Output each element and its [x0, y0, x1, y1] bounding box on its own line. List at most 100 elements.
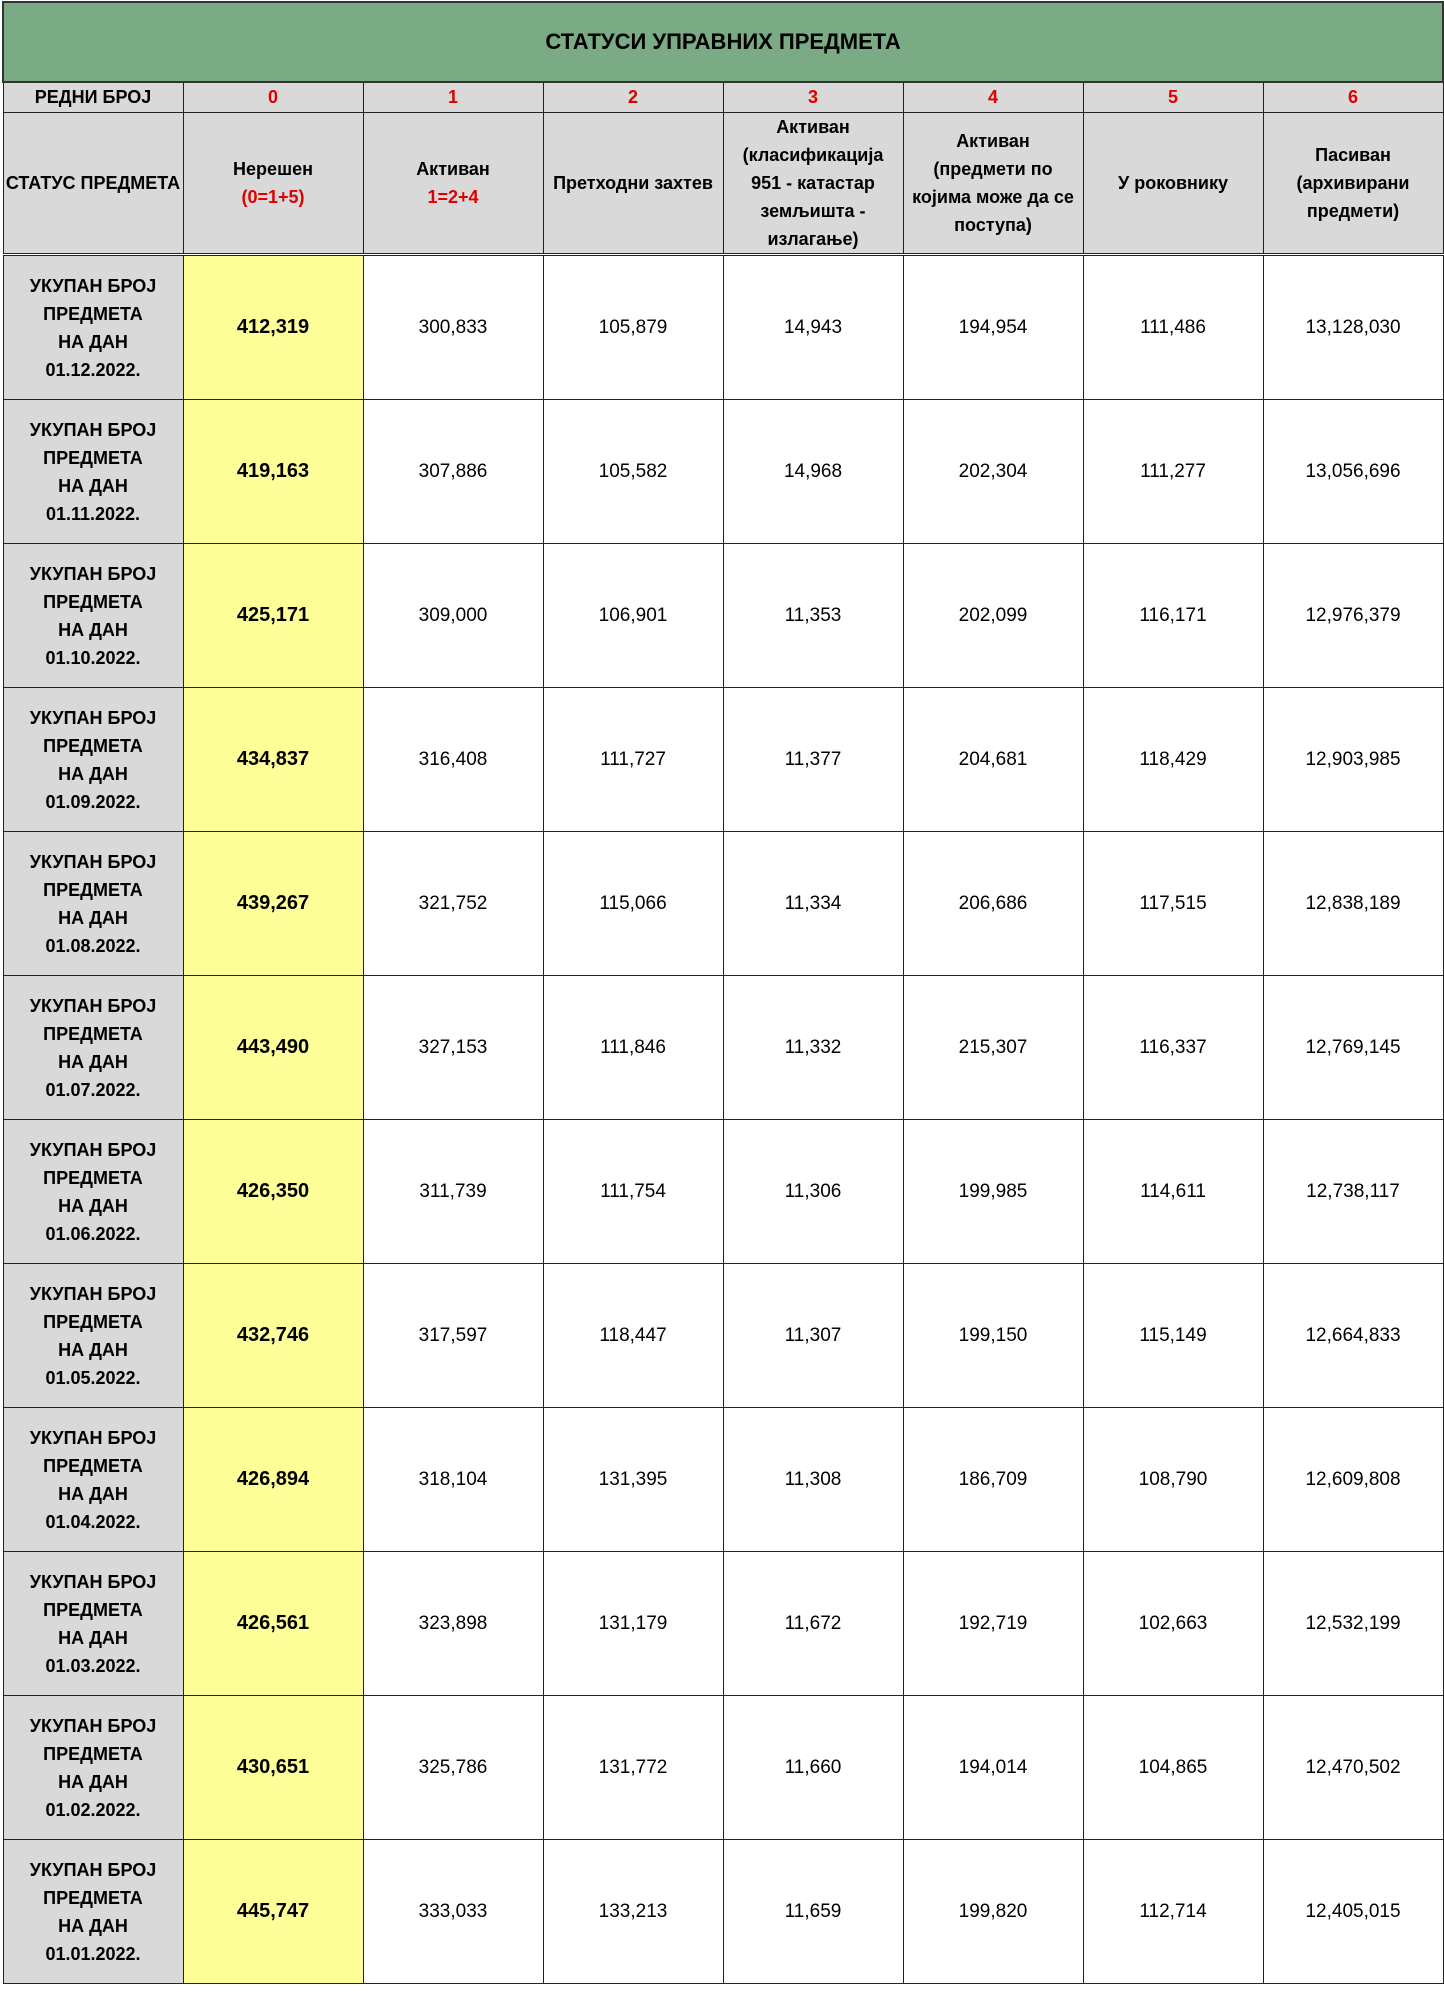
table-cell: 204,681: [902, 687, 1084, 832]
column-header: Активан (класификација 951 - катастар земљи…: [722, 112, 904, 256]
row-label-line: ПРЕДМЕТА: [43, 1311, 143, 1332]
table-cell: 131,772: [542, 1695, 724, 1840]
row-date: 01.01.2022.: [45, 1943, 141, 1964]
unresolved-count-cell: 439,267: [182, 831, 364, 976]
table-cell: 11,672: [722, 1551, 904, 1696]
table-cell: 321,752: [362, 831, 544, 976]
row-label-line: УКУПАН БРОЈ: [29, 851, 157, 872]
row-label-line: НА ДАН: [58, 1195, 128, 1216]
table-cell: 108,790: [1082, 1407, 1264, 1552]
row-date: 01.05.2022.: [45, 1367, 141, 1388]
table-cell: 114,611: [1082, 1119, 1264, 1264]
table-cell: 202,304: [902, 399, 1084, 544]
table-cell: 11,306: [722, 1119, 904, 1264]
header-row: СТАТУС ПРЕДМЕТА Нерешен (0=1+5) Активан 1=2…: [2, 112, 1444, 256]
row-date: 01.06.2022.: [45, 1223, 141, 1244]
table-cell: 11,377: [722, 687, 904, 832]
table-cell: 11,332: [722, 975, 904, 1120]
table-cell: 14,943: [722, 254, 904, 400]
row-label: УКУПАН БРОЈ ПРЕДМЕТА НА ДАН 01.11.2022.: [2, 399, 184, 544]
row-label-line: УКУПАН БРОЈ: [29, 1139, 157, 1160]
row-label-line: ПРЕДМЕТА: [43, 1167, 143, 1188]
table-cell: 112,714: [1082, 1839, 1264, 1984]
column-header: Нерешен (0=1+5): [182, 112, 364, 256]
unresolved-count-cell: 432,746: [182, 1263, 364, 1408]
unresolved-count-cell: 426,894: [182, 1407, 364, 1552]
table-cell: 12,405,015: [1262, 1839, 1444, 1984]
row-label-line: УКУПАН БРОЈ: [29, 1715, 157, 1736]
unresolved-count-cell: 425,171: [182, 543, 364, 688]
table-cell: 12,838,189: [1262, 831, 1444, 976]
unresolved-count-cell: 430,651: [182, 1695, 364, 1840]
table-cell: 11,308: [722, 1407, 904, 1552]
column-header-line: којима може да се: [912, 187, 1074, 207]
row-label: УКУПАН БРОЈ ПРЕДМЕТА НА ДАН 01.12.2022.: [2, 254, 184, 400]
column-number: 4: [902, 81, 1084, 113]
row-label: УКУПАН БРОЈ ПРЕДМЕТА НА ДАН 01.05.2022.: [2, 1263, 184, 1408]
column-formula: 1=2+4: [427, 187, 479, 207]
column-header-line: Претходни захтев: [553, 173, 713, 193]
table-cell: 106,901: [542, 543, 724, 688]
row-label-line: НА ДАН: [58, 475, 128, 496]
table-row: УКУПАН БРОЈ ПРЕДМЕТА НА ДАН 01.07.2022. 443,…: [2, 975, 1444, 1120]
row-label-line: НА ДАН: [58, 1051, 128, 1072]
row-date: 01.04.2022.: [45, 1511, 141, 1532]
row-date: 01.10.2022.: [45, 647, 141, 668]
table-cell: 12,532,199: [1262, 1551, 1444, 1696]
row-label-line: ПРЕДМЕТА: [43, 1023, 143, 1044]
table-cell: 13,128,030: [1262, 254, 1444, 400]
row-label-line: УКУПАН БРОЈ: [29, 707, 157, 728]
column-header-line: Активан: [776, 117, 850, 137]
row-label-line: НА ДАН: [58, 1771, 128, 1792]
table-cell: 202,099: [902, 543, 1084, 688]
row-label-line: УКУПАН БРОЈ: [29, 419, 157, 440]
table-cell: 309,000: [362, 543, 544, 688]
column-header-line: Активан: [956, 131, 1030, 151]
column-number: 1: [362, 81, 544, 113]
table-cell: 111,277: [1082, 399, 1264, 544]
table-cell: 105,582: [542, 399, 724, 544]
column-header-line: (архивирани: [1296, 173, 1410, 193]
row-label-line: УКУПАН БРОЈ: [29, 1571, 157, 1592]
table-cell: 14,968: [722, 399, 904, 544]
row-label-line: УКУПАН БРОЈ: [29, 563, 157, 584]
table-cell: 111,727: [542, 687, 724, 832]
unresolved-count-cell: 443,490: [182, 975, 364, 1120]
column-formula: (0=1+5): [241, 187, 305, 207]
table-cell: 192,719: [902, 1551, 1084, 1696]
row-label-line: НА ДАН: [58, 907, 128, 928]
table-cell: 206,686: [902, 831, 1084, 976]
table-cell: 116,171: [1082, 543, 1264, 688]
table-row: УКУПАН БРОЈ ПРЕДМЕТА НА ДАН 01.10.2022. 425,…: [2, 543, 1444, 688]
table-cell: 325,786: [362, 1695, 544, 1840]
table-cell: 111,754: [542, 1119, 724, 1264]
table-cell: 316,408: [362, 687, 544, 832]
table-cell: 133,213: [542, 1839, 724, 1984]
table-cell: 12,609,808: [1262, 1407, 1444, 1552]
row-label: УКУПАН БРОЈ ПРЕДМЕТА НА ДАН 01.03.2022.: [2, 1551, 184, 1696]
table-cell: 12,903,985: [1262, 687, 1444, 832]
table-row: УКУПАН БРОЈ ПРЕДМЕТА НА ДАН 01.12.2022. 412,…: [2, 254, 1444, 400]
column-header-line: Пасиван: [1315, 145, 1391, 165]
row-label-line: НА ДАН: [58, 763, 128, 784]
row-label-line: УКУПАН БРОЈ: [29, 1283, 157, 1304]
table-cell: 323,898: [362, 1551, 544, 1696]
column-header-line: излагање): [767, 229, 859, 249]
table-cell: 317,597: [362, 1263, 544, 1408]
table-cell: 11,334: [722, 831, 904, 976]
row-label: УКУПАН БРОЈ ПРЕДМЕТА НА ДАН 01.08.2022.: [2, 831, 184, 976]
table-cell: 199,150: [902, 1263, 1084, 1408]
table-cell: 327,153: [362, 975, 544, 1120]
table-cell: 117,515: [1082, 831, 1264, 976]
row-label-line: УКУПАН БРОЈ: [29, 1859, 157, 1880]
column-number: 2: [542, 81, 724, 113]
table-cell: 104,865: [1082, 1695, 1264, 1840]
row-label: УКУПАН БРОЈ ПРЕДМЕТА НА ДАН 01.04.2022.: [2, 1407, 184, 1552]
row-label: УКУПАН БРОЈ ПРЕДМЕТА НА ДАН 01.06.2022.: [2, 1119, 184, 1264]
table-cell: 215,307: [902, 975, 1084, 1120]
column-header-line: поступа): [954, 215, 1032, 235]
number-row: РЕДНИ БРОЈ 0 1 2 3 4 5 6: [2, 81, 1444, 113]
number-row-label: РЕДНИ БРОЈ: [2, 81, 184, 113]
table-cell: 111,486: [1082, 254, 1264, 400]
column-header-line: предмети): [1306, 201, 1400, 221]
